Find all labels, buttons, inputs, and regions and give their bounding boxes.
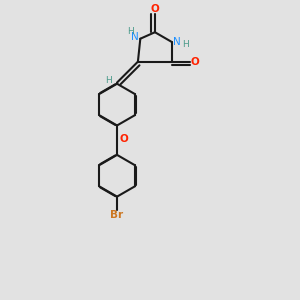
Text: N: N xyxy=(173,37,181,47)
Text: Br: Br xyxy=(110,210,124,220)
Text: N: N xyxy=(131,32,139,43)
Text: H: H xyxy=(127,27,134,36)
Text: O: O xyxy=(119,134,128,144)
Text: H: H xyxy=(105,76,112,85)
Text: H: H xyxy=(182,40,189,49)
Text: O: O xyxy=(190,57,199,67)
Text: O: O xyxy=(151,4,159,14)
